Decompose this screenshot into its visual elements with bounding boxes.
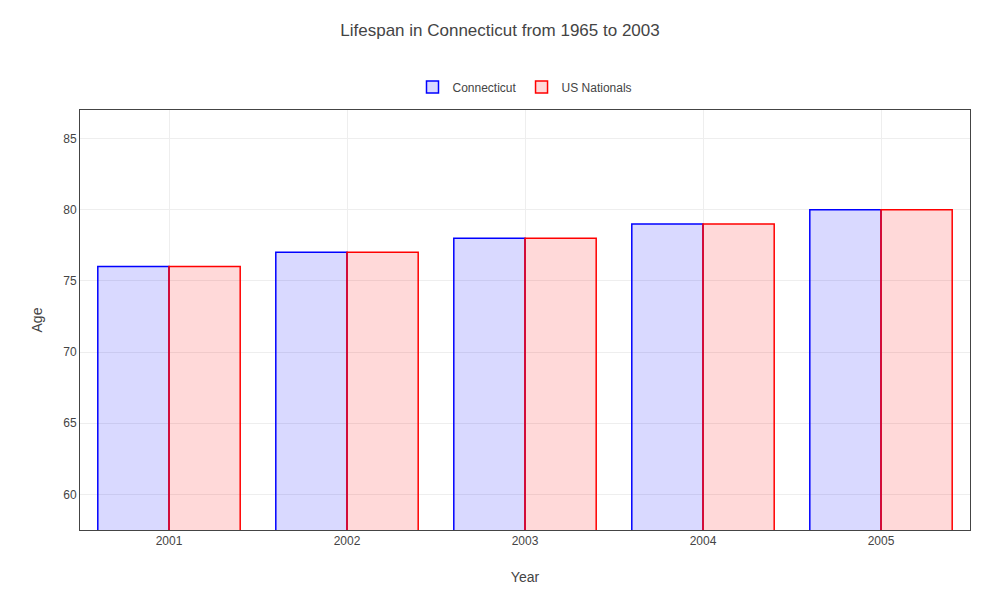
svg-text:60: 60 (63, 488, 77, 502)
svg-text:Year: Year (511, 569, 540, 585)
svg-text:2005: 2005 (868, 534, 895, 548)
svg-text:Lifespan in Connecticut from 1: Lifespan in Connecticut from 1965 to 200… (340, 21, 659, 40)
svg-text:70: 70 (63, 345, 77, 359)
svg-text:2003: 2003 (512, 534, 539, 548)
svg-text:Connecticut: Connecticut (453, 81, 517, 95)
svg-text:2001: 2001 (156, 534, 183, 548)
svg-text:Age: Age (29, 307, 45, 332)
svg-text:2002: 2002 (334, 534, 361, 548)
svg-text:75: 75 (63, 274, 77, 288)
svg-text:80: 80 (63, 203, 77, 217)
svg-text:2004: 2004 (690, 534, 717, 548)
svg-text:65: 65 (63, 416, 77, 430)
svg-text:US Nationals: US Nationals (562, 81, 632, 95)
svg-text:85: 85 (63, 132, 77, 146)
